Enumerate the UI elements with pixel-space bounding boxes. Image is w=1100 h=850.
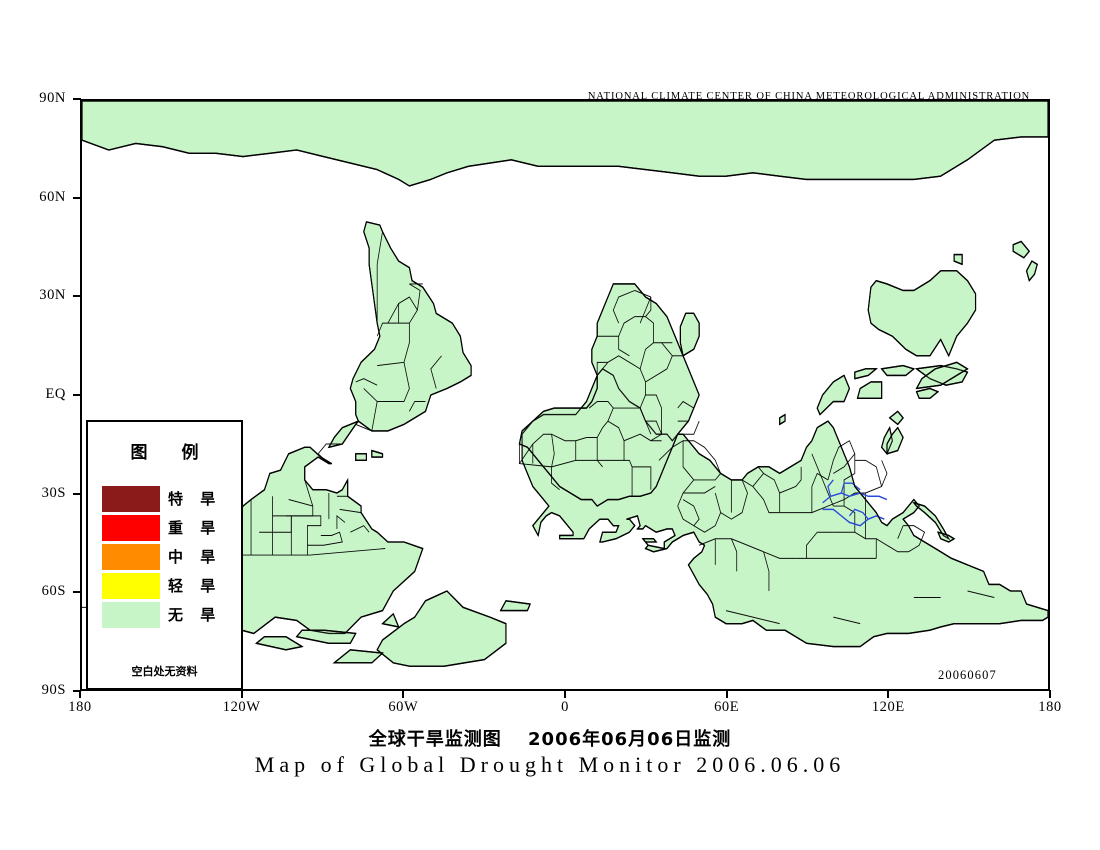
datestamp: 20060607 xyxy=(938,668,997,682)
coastline-path xyxy=(1012,240,1031,259)
legend-color-swatch xyxy=(102,544,160,570)
longitude-label: 180 xyxy=(68,699,92,715)
coastline-path xyxy=(953,253,963,266)
latitude-label: EQ xyxy=(45,386,66,402)
legend-item-label: 中 旱 xyxy=(168,548,222,566)
coastline-path xyxy=(295,629,357,644)
coastline-path xyxy=(1025,260,1038,282)
longitude-tick xyxy=(79,690,81,698)
latitude-label: 30N xyxy=(39,287,66,304)
longitude-label: 60E xyxy=(714,699,740,715)
latitude-tick xyxy=(73,295,81,298)
legend-title: 图 例 xyxy=(130,443,213,463)
legend-item: 重 旱 xyxy=(102,515,232,541)
longitude-tick xyxy=(564,690,566,698)
coastline-path xyxy=(856,381,883,399)
latitude-tick xyxy=(73,492,81,495)
coastline-path xyxy=(936,531,956,543)
coastline-path xyxy=(82,101,1048,187)
map-title-chinese: 全球干旱监测图 2006年06月06日监测 xyxy=(368,729,732,750)
longitude-tick xyxy=(240,690,243,698)
legend-color-swatch xyxy=(102,602,160,628)
coastline-path xyxy=(371,449,384,458)
latitude-tick xyxy=(73,196,81,199)
latitude-tick xyxy=(73,394,81,396)
coastline-path xyxy=(355,453,367,462)
longitude-tick xyxy=(1049,690,1051,698)
latitude-label: 90S xyxy=(41,682,66,698)
china-river-layer xyxy=(822,479,888,527)
coastline-path xyxy=(915,361,969,390)
latitude-label: 60N xyxy=(39,188,66,205)
latitude-label: 30S xyxy=(41,484,66,501)
legend-item: 特 旱 xyxy=(102,486,232,512)
latitude-tick xyxy=(73,98,81,100)
coastline-path xyxy=(867,270,977,358)
legend-color-swatch xyxy=(102,573,160,599)
legend-item-label: 无 旱 xyxy=(168,606,222,624)
coastline-path xyxy=(521,368,1048,648)
legend-no-data-note: 空白处无资料 xyxy=(131,665,198,678)
legend-item: 中 旱 xyxy=(102,544,232,570)
map-legend: 图 例 特 旱重 旱中 旱轻 旱无 旱 空白处无资料 xyxy=(86,420,243,690)
coastline-path xyxy=(880,364,916,377)
map-title-english: Map of Global Drought Monitor 2006.06.06 xyxy=(254,752,846,777)
coastline-path xyxy=(779,413,786,426)
coastline-path xyxy=(499,600,531,612)
longitude-tick xyxy=(402,690,405,698)
coastline-path xyxy=(854,368,879,380)
longitude-tick xyxy=(887,690,890,698)
longitude-label: 60W xyxy=(388,699,419,715)
coastline-path xyxy=(880,425,893,455)
coastline-overlay xyxy=(82,101,1048,667)
legend-color-swatch xyxy=(102,486,160,512)
coastline-path xyxy=(886,426,904,455)
legend-item-label: 重 旱 xyxy=(168,519,222,537)
longitude-label: 120W xyxy=(222,699,261,715)
coastline-path xyxy=(915,387,940,399)
world-map-svg xyxy=(82,101,1048,689)
coastline-path xyxy=(327,420,359,449)
coastline-path xyxy=(349,221,472,432)
coastline-path xyxy=(816,374,851,416)
legend-color-swatch xyxy=(102,515,160,541)
latitude-label: 60S xyxy=(41,583,66,600)
legend-item-label: 特 旱 xyxy=(168,490,222,508)
latitude-tick xyxy=(73,690,81,692)
landmass-layer xyxy=(82,101,1048,667)
coastline-path xyxy=(376,590,507,667)
latitude-label: 90N xyxy=(39,90,66,106)
coastline-path xyxy=(679,312,700,357)
agency-credit-english: NATIONAL CLIMATE CENTER OF CHINA METEORO… xyxy=(587,91,1031,102)
latitude-tick xyxy=(73,591,81,594)
longitude-label: 180 xyxy=(1038,699,1062,715)
coastline-path xyxy=(911,501,951,541)
legend-item: 轻 旱 xyxy=(102,573,232,599)
longitude-label: 0 xyxy=(561,699,569,715)
coastline-path xyxy=(888,410,904,426)
longitude-label: 120E xyxy=(871,699,905,715)
coastline-path xyxy=(381,612,400,628)
legend-item: 无 旱 xyxy=(102,602,232,628)
longitude-tick xyxy=(725,690,728,698)
coastline-path xyxy=(332,649,385,664)
map-frame xyxy=(80,99,1050,691)
legend-item-label: 轻 旱 xyxy=(168,577,222,595)
coastline-path xyxy=(254,636,304,651)
